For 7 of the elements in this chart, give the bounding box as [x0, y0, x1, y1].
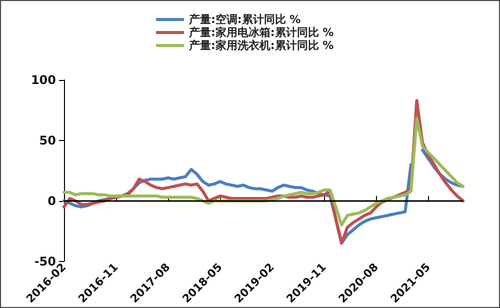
- y-tick-label: 100: [30, 73, 56, 87]
- y-tick-label: 50: [39, 133, 56, 148]
- legend-label: 产量:空调:累计同比 %: [188, 13, 301, 26]
- legend-label: 产量:家用电冰箱:累计同比 %: [188, 26, 334, 39]
- y-tick-label: -50: [34, 254, 56, 268]
- y-tick-label: 0: [48, 194, 56, 208]
- legend-label: 产量:家用洗衣机:累计同比 %: [188, 39, 334, 52]
